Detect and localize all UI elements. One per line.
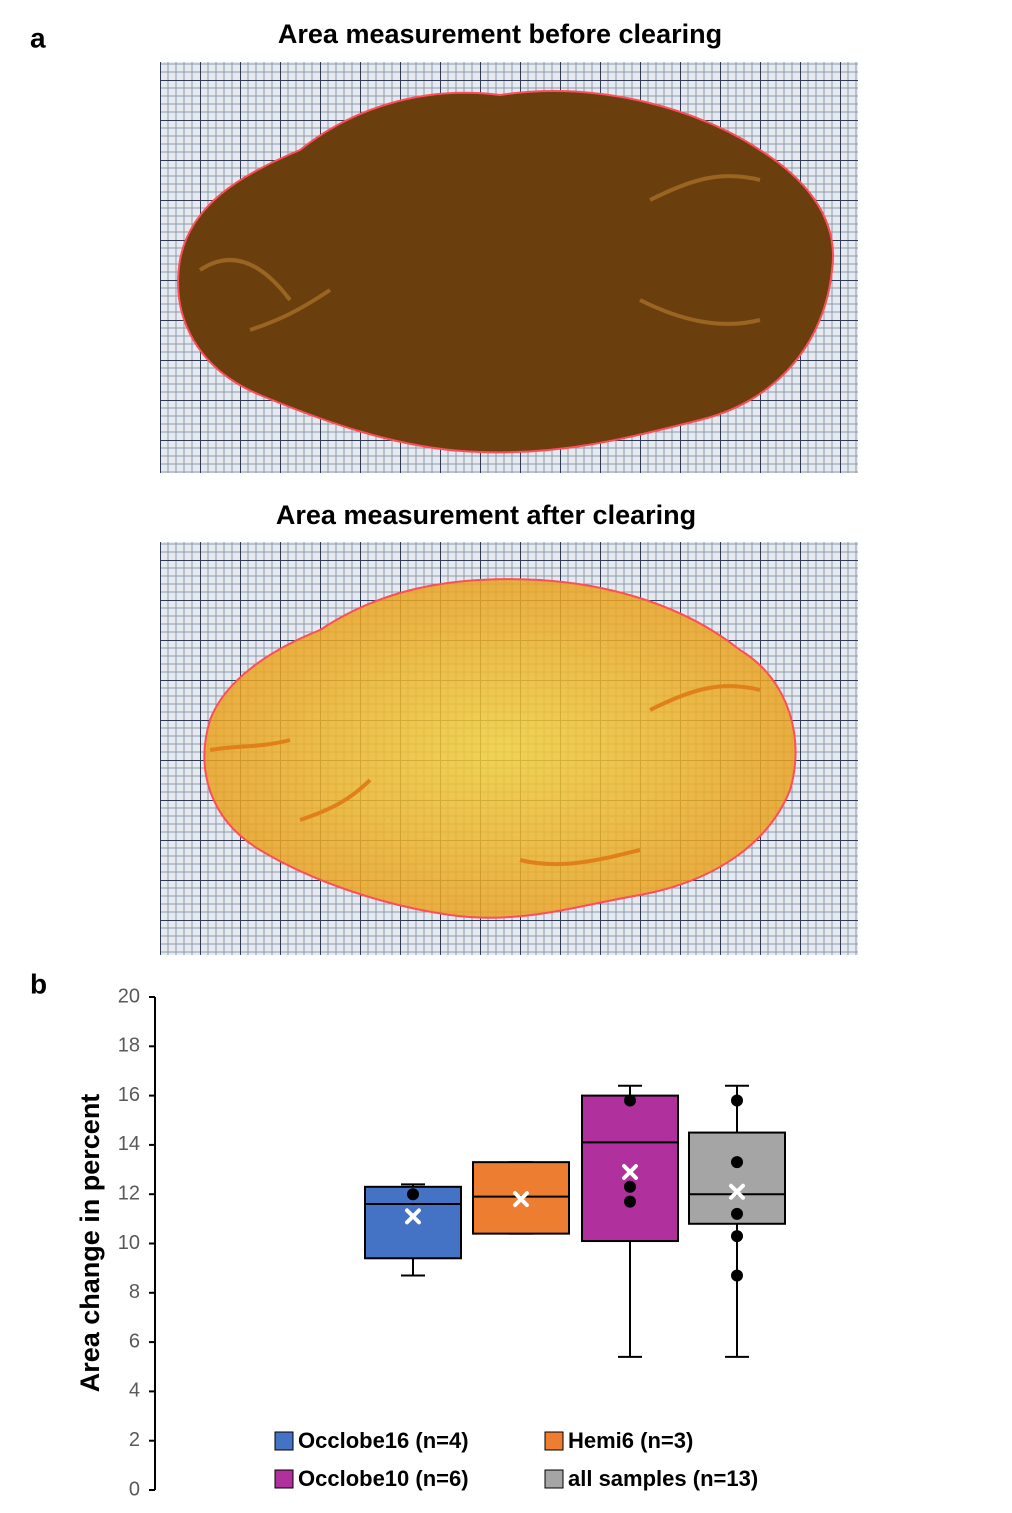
y-tick-label: 8 [129,1281,140,1303]
data-point [624,1095,636,1107]
y-tick-label: 20 [118,985,140,1007]
data-point [407,1188,419,1200]
box [582,1096,678,1241]
y-tick-label: 10 [118,1232,140,1254]
data-point [731,1156,743,1168]
legend-swatch [275,1432,293,1450]
legend-swatch [275,1470,293,1488]
y-tick-label: 12 [118,1182,140,1204]
page: {"panel_a": {"label": "a", "title_before… [0,0,1012,1508]
data-point [731,1270,743,1282]
legend-label: Hemi6 (n=3) [568,1428,693,1453]
y-tick-label: 6 [129,1330,140,1352]
y-tick-label: 4 [129,1380,140,1402]
y-tick-label: 16 [118,1084,140,1106]
legend-label: all samples (n=13) [568,1466,758,1491]
y-tick-label: 18 [118,1035,140,1057]
panel-label: a [30,22,46,53]
y-axis-label: Area change in percent [75,1094,105,1393]
data-point [731,1230,743,1242]
image-title: Area measurement before clearing [278,19,722,49]
legend-swatch [545,1432,563,1450]
y-tick-label: 0 [129,1478,140,1500]
image-title: Area measurement after clearing [276,500,696,530]
y-tick-label: 2 [129,1429,140,1451]
legend-swatch [545,1470,563,1488]
data-point [731,1095,743,1107]
legend-label: Occlobe10 (n=6) [298,1466,469,1491]
legend-label: Occlobe16 (n=4) [298,1428,469,1453]
panel-label: b [30,968,47,999]
data-point [624,1181,636,1193]
data-point [731,1208,743,1220]
data-point [624,1196,636,1208]
y-tick-label: 14 [118,1133,140,1155]
figure: a Area measurement before clearing Area … [0,0,1012,1508]
